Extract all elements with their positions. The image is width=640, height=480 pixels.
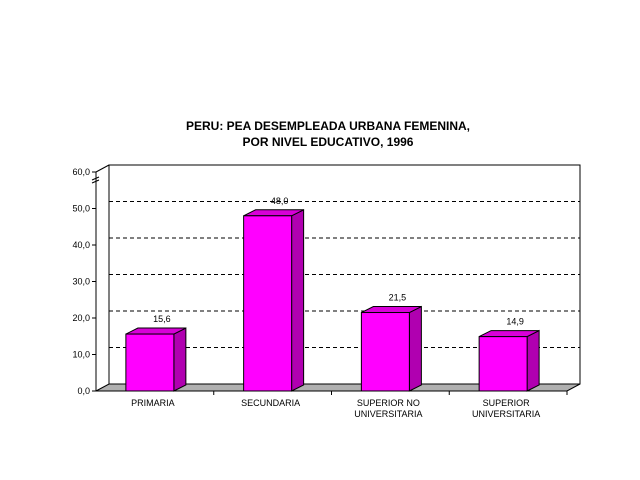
axis-layer: 0,0 10,0 20,0 30,0 40,0 50,0 60,0 PRIMARIA SECUN… bbox=[72, 167, 568, 419]
bar-side bbox=[291, 208, 305, 392]
bar bbox=[478, 336, 528, 392]
y-tick-label: 0,0 bbox=[77, 386, 90, 396]
x-tick-label: SUPERIOR bbox=[483, 398, 531, 408]
data-label: 14,9 bbox=[506, 317, 524, 327]
bar-group: 21,5 bbox=[360, 293, 422, 392]
data-label: 21,5 bbox=[389, 293, 407, 303]
y-tick-label: 30,0 bbox=[72, 277, 90, 287]
bar bbox=[243, 215, 293, 392]
chart-title-line-1: PERU: PEA DESEMPLEADA URBANA FEMENINA, bbox=[185, 119, 470, 133]
axis-break-mark bbox=[91, 179, 100, 184]
x-tick-label: UNIVERSITARIA bbox=[472, 409, 540, 419]
data-label: 48,0 bbox=[271, 196, 289, 206]
x-tick-label: SUPERIOR NO bbox=[357, 398, 420, 408]
y-tick-label: 60,0 bbox=[72, 167, 90, 177]
y-tick-label: 40,0 bbox=[72, 240, 90, 250]
chart-title-line-2: POR NIVEL EDUCATIVO, 1996 bbox=[242, 135, 414, 149]
y-tick-label: 20,0 bbox=[72, 313, 90, 323]
bar-group: 15,6 bbox=[125, 314, 187, 392]
bar-side bbox=[408, 305, 422, 392]
bar-side bbox=[173, 327, 187, 392]
y-tick-label: 10,0 bbox=[72, 350, 90, 360]
y-tick-label: 50,0 bbox=[72, 204, 90, 214]
bar bbox=[125, 333, 175, 392]
x-tick-label: PRIMARIA bbox=[131, 398, 175, 408]
bar-side bbox=[526, 329, 540, 392]
x-tick-label: UNIVERSITARIA bbox=[354, 409, 422, 419]
chart-title: PERU: PEA DESEMPLEADA URBANA FEMENINA, P… bbox=[0, 118, 640, 150]
bar-group: 48,0 bbox=[243, 196, 305, 392]
x-tick-label: SECUNDARIA bbox=[241, 398, 300, 408]
bars-layer: 15,6 48,0 21,5 14,9 bbox=[125, 196, 540, 392]
side-wall-top-edge bbox=[95, 164, 110, 173]
data-label: 15,6 bbox=[153, 314, 171, 324]
bar bbox=[360, 312, 410, 392]
axis-break-mark bbox=[91, 176, 100, 181]
bar-group: 14,9 bbox=[478, 317, 540, 392]
